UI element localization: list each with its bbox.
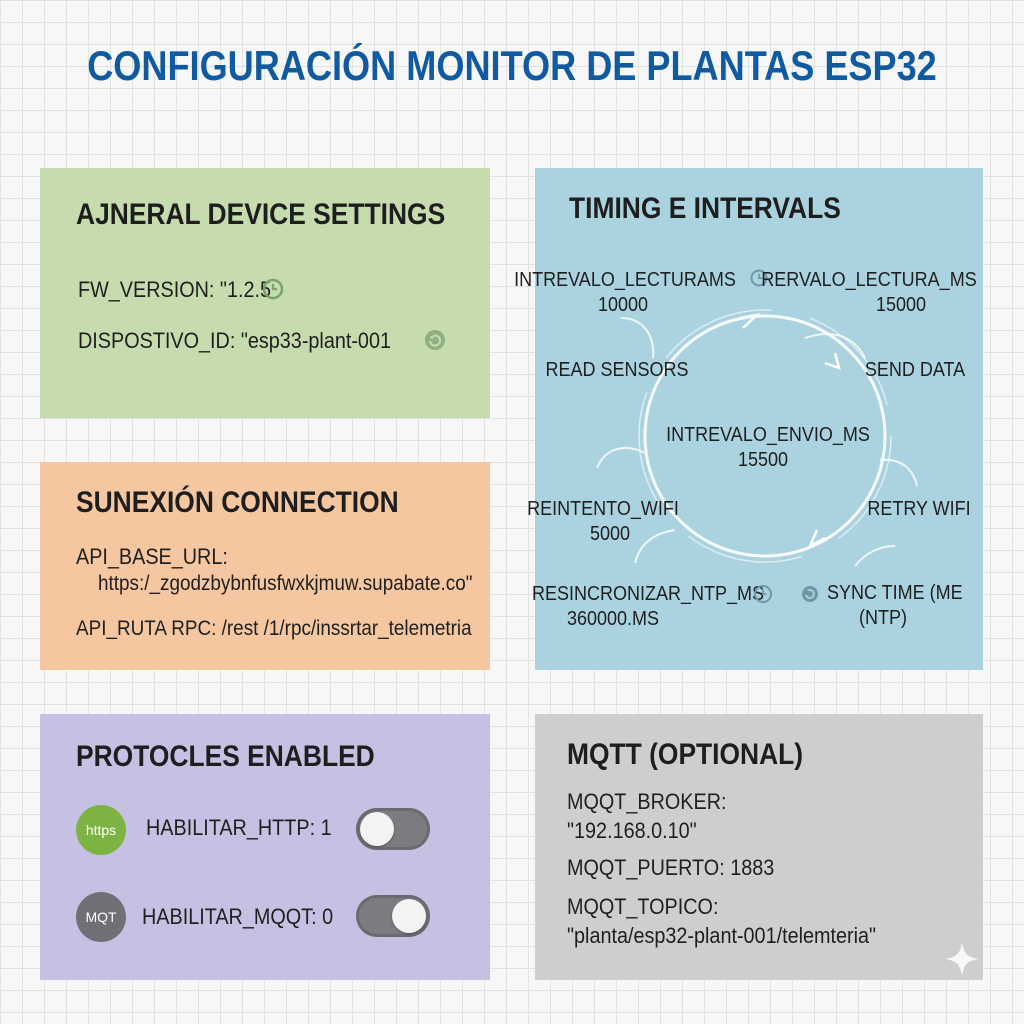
connector-line <box>596 447 646 469</box>
protocols-heading: PROTOCLES ENABLED <box>76 740 375 773</box>
clock-icon <box>262 278 284 300</box>
protocols-panel: PROTOCLES ENABLED https HABILITAR_HTTP: … <box>40 714 490 980</box>
api-base-url-value: https:/_zgodzbybnfusfwxkjmuw.supabate.co… <box>98 572 473 595</box>
api-ruta-text: API_RUTA RPC: /rest /1/rpc/inssrtar_tele… <box>76 617 472 640</box>
api-base-url-label: API_BASE_URL: <box>76 544 228 569</box>
mqtt-broker-label: MQQT_BROKER: <box>567 789 727 814</box>
mqtt-topico-value: "planta/esp32-plant-001/telemteria" <box>567 923 877 948</box>
connector-line <box>804 333 866 359</box>
mqtt-panel: MQTT (OPTIONAL) MQQT_BROKER: "192.168.0.… <box>535 714 983 980</box>
connector-line <box>634 529 676 564</box>
arrow-icon <box>739 313 761 329</box>
page-title: CONFIGURACIÓN MONITOR DE PLANTAS ESP32 <box>87 42 937 89</box>
reintento-wifi-value: 5000 <box>589 523 631 545</box>
intrevalo-envio-label: INTREVALO_ENVIO_MS <box>666 424 870 446</box>
mqtt-toggle[interactable] <box>356 895 430 937</box>
toggle-knob <box>392 899 426 933</box>
mqtt-puerto-text: MQQT_PUERTO: 1883 <box>567 855 775 880</box>
mqtt-badge: MQT <box>76 892 126 942</box>
arrow-icon <box>824 352 841 370</box>
toggle-knob <box>360 812 394 846</box>
refresh-icon <box>425 330 445 350</box>
arrow-icon <box>807 529 826 549</box>
clock-icon <box>754 585 772 603</box>
resincronizar-ntp-label: RESINCRONIZAR_NTP_MS <box>531 583 765 605</box>
intrevalo-lecturams-value: 10000 <box>597 294 649 316</box>
connection-panel: SUNEXIÓN CONNECTION API_BASE_URL: https:… <box>40 462 490 670</box>
general-heading: AJNERAL DEVICE SETTINGS <box>76 198 446 231</box>
connector-line <box>620 317 655 359</box>
timing-panel: TIMING E INTERVALS INTREVALO_LECTURAMS 1… <box>514 168 983 670</box>
rervalo-lectura-value: 15000 <box>875 294 927 316</box>
habilitar-mqtt-label: HABILITAR_MQQT: 0 <box>142 904 334 929</box>
sync-time-ntp: (NTP) <box>859 607 907 629</box>
mqtt-heading: MQTT (OPTIONAL) <box>567 738 804 771</box>
sync-icon <box>802 586 818 602</box>
cycle-ring <box>643 314 887 558</box>
connector-line <box>854 545 896 567</box>
connector-line <box>879 458 918 487</box>
sync-time-label: SYNC TIME (ME <box>827 582 963 604</box>
general-settings-panel: AJNERAL DEVICE SETTINGS FW_VERSION: "1.2… <box>40 168 490 418</box>
intrevalo-envio-value: 15500 <box>737 449 789 471</box>
http-toggle[interactable] <box>356 808 430 850</box>
connection-heading: SUNEXIÓN CONNECTION <box>76 486 399 519</box>
rervalo-lectura-label: RERVALO_LECTURA_MS <box>761 269 977 291</box>
resincronizar-ntp-value: 360000.MS <box>566 608 660 630</box>
fw-version-text: FW_VERSION: "1.2.5 <box>78 277 271 302</box>
dispositivo-id-text: DISPOSTIVO_ID: "esp33-plant-001 <box>78 328 391 353</box>
mqtt-broker-value: "192.168.0.10" <box>567 818 697 843</box>
send-data-label: SEND DATA <box>864 359 966 381</box>
cycle-diagram <box>596 309 918 567</box>
read-sensors-label: READ SENSORS <box>545 359 689 381</box>
intrevalo-lecturams-label: INTREVALO_LECTURAMS <box>514 269 736 291</box>
sparkle-icon <box>945 942 979 976</box>
habilitar-http-label: HABILITAR_HTTP: 1 <box>146 815 332 840</box>
https-badge: https <box>76 805 126 855</box>
mqtt-topico-label: MQQT_TOPICO: <box>567 894 719 919</box>
reintento-wifi-label: REINTENTO_WIFI <box>527 498 679 520</box>
clock-icon <box>750 269 768 287</box>
retry-wifi-label: RETRY WIFI <box>867 498 971 520</box>
timing-heading: TIMING E INTERVALS <box>569 192 841 225</box>
